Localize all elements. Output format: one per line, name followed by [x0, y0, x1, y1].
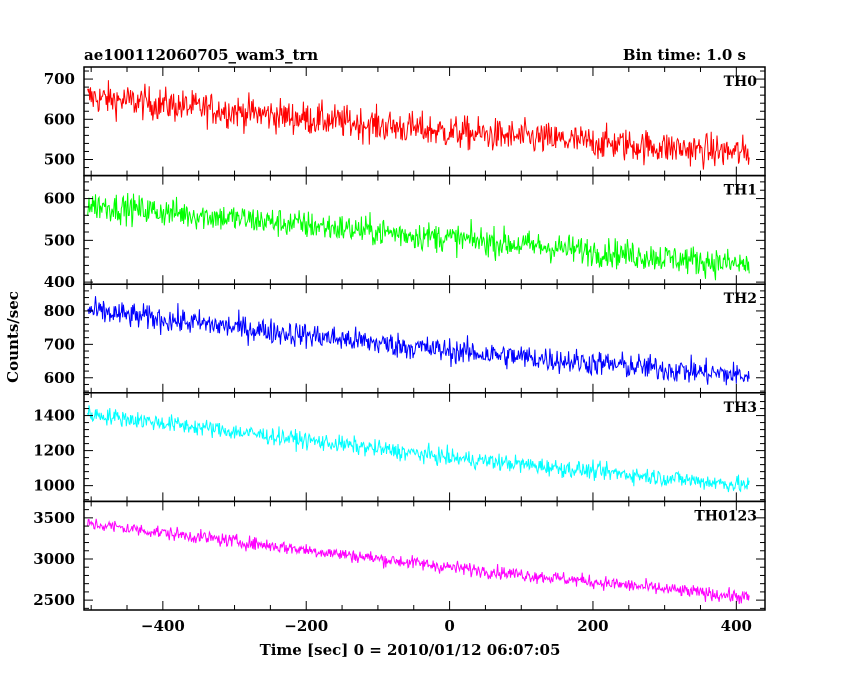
bin-time-label: Bin time: 1.0 s	[623, 46, 746, 64]
y-tick-label: 1000	[33, 477, 75, 495]
x-axis-title: Time [sec] 0 = 2010/01/12 06:07:05	[260, 641, 561, 659]
series-line-th3	[87, 405, 750, 493]
panel-th0123: 2500 3000 3500 TH0123	[33, 500, 766, 611]
series-line-th0123	[87, 518, 750, 604]
series-line-th1	[87, 192, 750, 281]
panel-label-th0: TH0	[724, 74, 758, 90]
y-tick-label: 600	[44, 190, 75, 208]
chart-title: ae100112060705_wam3_trn	[84, 46, 318, 64]
x-tick-label: 400	[721, 617, 752, 635]
panel-frame	[83, 500, 766, 611]
panel-th0: 500 600 700 TH0	[44, 66, 766, 177]
panel-label-th3: TH3	[724, 400, 757, 416]
y-tick-label: 400	[44, 273, 75, 291]
y-tick-label: 500	[44, 151, 75, 169]
y-tick-label: 600	[44, 110, 75, 128]
y-tick-label: 3500	[33, 509, 75, 527]
panel-frame	[83, 66, 766, 177]
x-tick-label: −400	[141, 617, 185, 635]
y-tick-label: 1400	[33, 407, 75, 425]
panel-th3: 1000 1200 1400 TH3	[33, 392, 766, 503]
panel-label-th2: TH2	[724, 291, 757, 307]
series-line-th2	[87, 296, 750, 386]
series-line-th0	[87, 80, 750, 170]
panel-th1: 400 500 600 TH1	[44, 174, 766, 291]
x-tick-label: 200	[577, 617, 608, 635]
y-tick-label: 1200	[33, 442, 75, 460]
y-tick-label: 700	[44, 335, 75, 353]
y-tick-label: 500	[44, 231, 75, 249]
panel-th2: 600 700 800 TH2	[44, 283, 766, 394]
y-tick-label: 800	[44, 302, 75, 320]
y-tick-label: 600	[44, 369, 75, 387]
x-tick-label: 0	[444, 617, 454, 635]
panel-frame	[83, 174, 766, 285]
panel-label-th0123: TH0123	[694, 508, 757, 524]
panel-frame	[83, 392, 766, 503]
y-tick-label: 700	[44, 70, 75, 88]
panel-label-th1: TH1	[724, 183, 757, 199]
x-tick-label: −200	[284, 617, 328, 635]
y-tick-label: 3000	[33, 550, 75, 568]
x-axis: −400 −200 0 200 400	[141, 617, 752, 635]
panels: 500 600 700 TH0 400 500 600 TH1 600 700 800 TH2 1000…	[33, 66, 766, 611]
y-axis-title: Counts/sec	[4, 291, 22, 383]
y-tick-label: 2500	[33, 591, 75, 609]
